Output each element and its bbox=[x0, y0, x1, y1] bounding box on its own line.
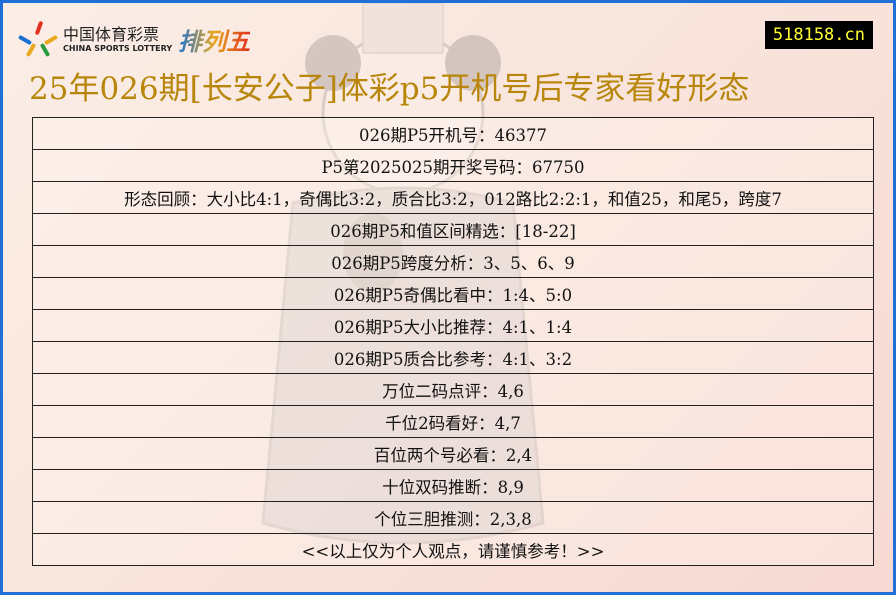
table-cell: <<以上仅为个人观点，请谨慎参考！>> bbox=[32, 533, 874, 566]
table-row: P5第2025025期开奖号码：67750 bbox=[32, 149, 874, 182]
table-cell: 026期P5跨度分析：3、5、6、9 bbox=[32, 245, 874, 278]
china-sports-lottery-logo: 中国体育彩票 CHINA SPORTS LOTTERY 排列五 bbox=[17, 20, 250, 58]
table-cell: 万位二码点评：4,6 bbox=[32, 373, 874, 406]
table-cell: 026期P5大小比推荐：4:1、1:4 bbox=[32, 309, 874, 342]
table-row: 百位两个号必看：2,4 bbox=[32, 437, 874, 470]
site-badge: 518158.cn bbox=[764, 21, 873, 49]
lottery-star-icon bbox=[17, 20, 59, 58]
table-row: 026期P5和值区间精选：[18-22] bbox=[32, 213, 874, 246]
table-row: <<以上仅为个人观点，请谨慎参考！>> bbox=[32, 533, 874, 566]
table-cell: 026期P5质合比参考：4:1、3:2 bbox=[32, 341, 874, 374]
table-cell: 026期P5开机号：46377 bbox=[32, 117, 874, 150]
table-cell: 个位三胆推测：2,3,8 bbox=[32, 501, 874, 534]
prediction-table: 026期P5开机号：46377 P5第2025025期开奖号码：67750 形态回顾… bbox=[32, 117, 874, 566]
table-row: 十位双码推断：8,9 bbox=[32, 469, 874, 502]
table-cell: 百位两个号必看：2,4 bbox=[32, 437, 874, 470]
table-row: 026期P5大小比推荐：4:1、1:4 bbox=[32, 309, 874, 342]
table-cell: 十位双码推断：8,9 bbox=[32, 469, 874, 502]
table-row: 026期P5开机号：46377 bbox=[32, 117, 874, 150]
table-cell: 026期P5和值区间精选：[18-22] bbox=[32, 213, 874, 246]
table-row: 026期P5奇偶比看中：1:4、5:0 bbox=[32, 277, 874, 310]
table-cell: P5第2025025期开奖号码：67750 bbox=[32, 149, 874, 182]
table-row: 万位二码点评：4,6 bbox=[32, 373, 874, 406]
page-title: 25年026期[长安公子]体彩p5开机号后专家看好形态 bbox=[29, 71, 750, 107]
table-row: 026期P5跨度分析：3、5、6、9 bbox=[32, 245, 874, 278]
table-row: 个位三胆推测：2,3,8 bbox=[32, 501, 874, 534]
table-row: 形态回顾：大小比4:1，奇偶比3:2，质合比3:2，012路比2:2:1，和值2… bbox=[32, 181, 874, 214]
table-cell: 026期P5奇偶比看中：1:4、5:0 bbox=[32, 277, 874, 310]
table-row: 千位2码看好：4,7 bbox=[32, 405, 874, 438]
table-cell: 形态回顾：大小比4:1，奇偶比3:2，质合比3:2，012路比2:2:1，和值2… bbox=[32, 181, 874, 214]
table-row: 026期P5质合比参考：4:1、3:2 bbox=[32, 341, 874, 374]
table-cell: 千位2码看好：4,7 bbox=[32, 405, 874, 438]
